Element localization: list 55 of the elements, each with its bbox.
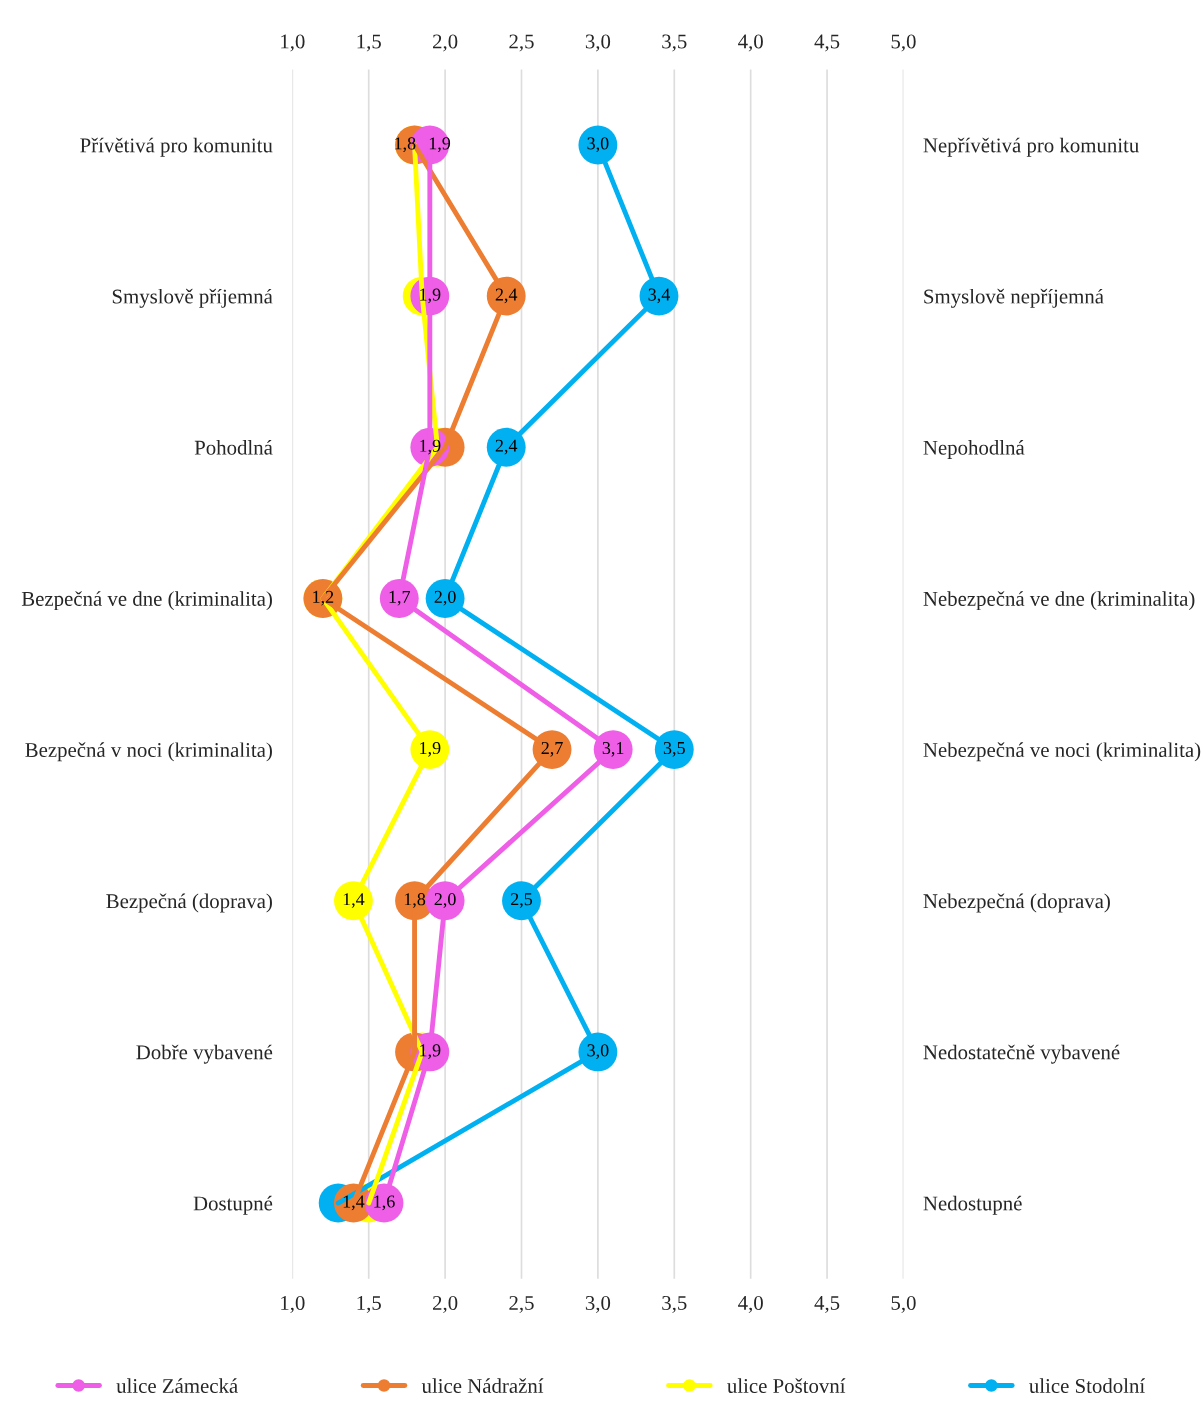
y-tick-label: Bezpečná (doprava) xyxy=(106,893,272,913)
x2-tick-label: 2,5 xyxy=(509,34,534,52)
x2-tick-label: 2,0 xyxy=(433,34,458,52)
x-tick-label: 5,0 xyxy=(891,1295,916,1313)
y-tick-label: Dobře vybavené xyxy=(136,1044,273,1064)
x2-tick-label: 1,5 xyxy=(357,34,381,52)
x-tick-label: 4,5 xyxy=(814,1296,840,1313)
legend-label: ulice Nádražní xyxy=(421,1378,544,1394)
data-label: 2,0 xyxy=(434,590,456,606)
x2-tick-label: 3,0 xyxy=(585,34,611,52)
data-label: 1,2 xyxy=(313,590,334,606)
y-tick-label: Bezpečná v noci (kriminalita) xyxy=(25,742,272,762)
legend-label: ulice Stodolní xyxy=(1029,1378,1145,1394)
x2-tick-label: 4,5 xyxy=(814,34,840,52)
data-label: 1,7 xyxy=(389,590,411,606)
x2-tick-label: 4,0 xyxy=(738,34,763,52)
data-label: 1,4 xyxy=(343,893,365,908)
x2-tick-label: 5,0 xyxy=(891,34,916,52)
data-label: 2,7 xyxy=(541,741,563,757)
data-label: 2,4 xyxy=(495,288,518,304)
y2-tick-label: Nebezpečná (doprava) xyxy=(923,893,1110,913)
data-label: 3,5 xyxy=(663,741,685,757)
x-tick-label: 1,0 xyxy=(281,1295,305,1313)
y2-tick-label: Nedostupné xyxy=(923,1195,1022,1215)
y2-tick-label: Nepohodlná xyxy=(923,440,1025,459)
y2-tick-label: Nedostatečně vybavené xyxy=(923,1044,1120,1064)
data-label: 3,4 xyxy=(648,288,671,304)
x-tick-label: 1,5 xyxy=(357,1296,381,1313)
data-label: 2,5 xyxy=(511,893,533,908)
x-tick-label: 3,5 xyxy=(662,1295,687,1313)
legend-label: ulice Zámecká xyxy=(116,1378,238,1394)
y-tick-label: Smyslově příjemná xyxy=(112,288,273,308)
data-label: 3,1 xyxy=(602,741,624,757)
y2-tick-label: Nepřívětivá pro komunitu xyxy=(923,137,1139,157)
x-tick-label: 4,0 xyxy=(738,1295,763,1313)
x2-tick-label: 3,5 xyxy=(662,34,687,52)
legend-label: ulice Poštovní xyxy=(727,1378,846,1394)
data-label: 1,9 xyxy=(420,741,441,757)
x2-tick-label: 1,0 xyxy=(281,34,305,52)
data-label: 1,9 xyxy=(429,137,451,153)
x-tick-label: 2,5 xyxy=(509,1295,534,1313)
data-label: 3,0 xyxy=(587,137,609,153)
data-label: 3,0 xyxy=(587,1044,609,1060)
y-tick-label: Bezpečná ve dne (kriminalita) xyxy=(21,591,272,611)
y2-tick-label: Nebezpečná ve noci (kriminalita) xyxy=(923,742,1201,762)
y-tick-label: Pohodlná xyxy=(194,440,273,455)
x-tick-label: 2,0 xyxy=(433,1295,458,1313)
y-tick-label: Dostupné xyxy=(193,1195,273,1215)
y2-tick-label: Smyslově nepříjemná xyxy=(924,288,1104,308)
x-tick-label: 3,0 xyxy=(585,1295,611,1313)
data-label: 1,8 xyxy=(404,893,426,908)
y2-tick-label: Nebezpečná ve dne (kriminalita) xyxy=(923,591,1195,611)
data-label: 2,4 xyxy=(495,439,518,455)
y-tick-label: Přívětivá pro komunitu xyxy=(80,137,273,157)
data-label: 2,0 xyxy=(434,893,456,908)
